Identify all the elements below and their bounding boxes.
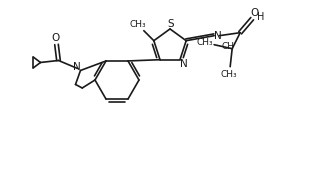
Text: N: N: [73, 62, 80, 72]
Text: CH₃: CH₃: [221, 70, 238, 79]
Text: CH₃: CH₃: [129, 20, 146, 29]
Text: O: O: [51, 33, 60, 44]
Text: O: O: [250, 8, 258, 18]
Text: CH: CH: [222, 42, 235, 51]
Text: S: S: [168, 19, 174, 29]
Text: N: N: [180, 59, 188, 69]
Text: N: N: [214, 31, 222, 41]
Text: H: H: [258, 12, 265, 22]
Text: CH₃: CH₃: [197, 38, 213, 47]
